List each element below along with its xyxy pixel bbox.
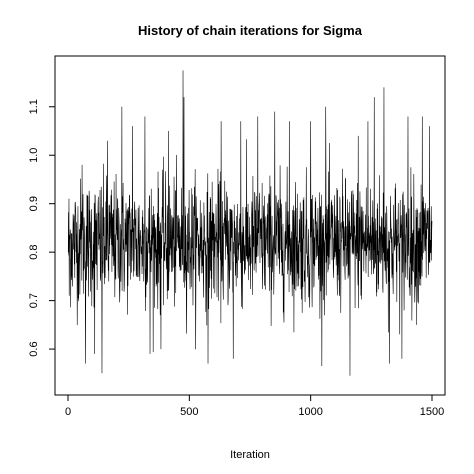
y-tick-label: 1.0 [28,148,40,163]
plot-frame [54,55,446,396]
y-tick-label: 0.7 [28,293,40,308]
sigma-trace-line [67,70,433,376]
x-axis-label: Iteration [230,449,270,461]
chart-title: History of chain iterations for Sigma [138,23,363,38]
x-axis: 0 500 1000 1500 [65,395,444,418]
y-tick-label: 0.9 [28,196,40,211]
series-layer [67,70,433,376]
x-tick-label: 1000 [298,406,322,418]
x-tick-label: 0 [65,406,71,418]
y-tick-label: 1.1 [28,99,40,114]
y-tick-label: 0.6 [28,341,40,356]
y-axis: 0.6 0.7 0.8 0.9 1.0 1.1 [28,99,55,357]
x-tick-label: 1500 [420,406,444,418]
y-tick-label: 0.8 [28,245,40,260]
x-tick-label: 500 [180,406,198,418]
